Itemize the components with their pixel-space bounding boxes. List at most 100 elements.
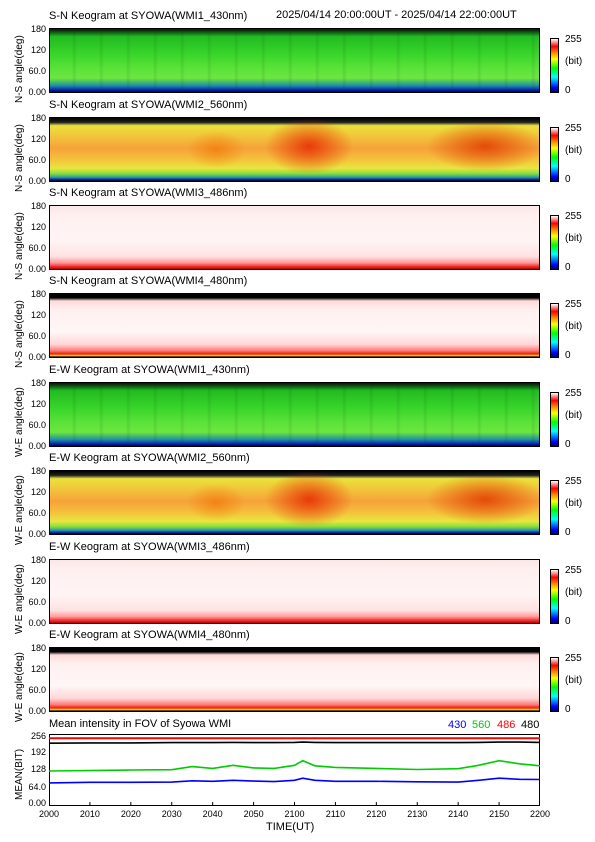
keogram-ytick: 0.00	[28, 176, 46, 186]
colorbar-unit: (bit)	[565, 56, 583, 67]
keogram-ytick: 180	[30, 378, 46, 388]
colorbar-min: 0	[565, 262, 571, 273]
colorbar-max: 255	[565, 211, 582, 222]
keogram-ytick: 120	[30, 576, 46, 586]
keogram-image	[49, 559, 540, 624]
colorbar	[550, 303, 559, 358]
colorbar	[550, 480, 559, 535]
x-tick-label: 2010	[79, 809, 100, 819]
x-axis-title: TIME(UT)	[266, 821, 315, 833]
colorbar-min: 0	[565, 439, 571, 450]
colorbar-min: 0	[565, 616, 571, 627]
x-tick-label: 2150	[489, 809, 510, 819]
colorbar-max: 255	[565, 476, 582, 487]
keogram-ytick: 0.00	[28, 529, 46, 539]
colorbar-unit: (bit)	[565, 145, 583, 156]
keogram-image	[49, 28, 540, 93]
x-tick-label: 2020	[120, 809, 141, 819]
colorbar	[550, 215, 559, 270]
colorbar-max: 255	[565, 299, 582, 310]
keogram-image	[49, 647, 540, 712]
colorbar	[550, 657, 559, 712]
keogram-ytick: 120	[30, 45, 46, 55]
keogram-image	[49, 382, 540, 447]
colorbar-max: 255	[565, 123, 582, 134]
legend-430: 430	[448, 719, 467, 731]
x-tick-label: 2050	[243, 809, 264, 819]
colorbar-min: 0	[565, 174, 571, 185]
keogram-ytick: 60.0	[28, 155, 46, 165]
x-tick-label: 2200	[529, 809, 551, 819]
keogram-title: S-N Keogram at SYOWA(WMI3_486nm)	[49, 187, 248, 199]
mean-ytick: 0.00	[28, 798, 46, 808]
colorbar-unit: (bit)	[565, 233, 583, 244]
mean-ytick: 192	[30, 747, 46, 757]
x-tick-label: 2000	[38, 809, 60, 819]
legend-560: 560	[472, 719, 491, 731]
keogram-ytick: 180	[30, 201, 46, 211]
keogram-ytick: 120	[30, 664, 46, 674]
keogram-ytick: 120	[30, 399, 46, 409]
keogram-ytick: 0.00	[28, 618, 46, 628]
colorbar-min: 0	[565, 85, 571, 96]
keogram-title: S-N Keogram at SYOWA(WMI4_480nm)	[49, 275, 248, 287]
keogram-title: E-W Keogram at SYOWA(WMI4_480nm)	[49, 629, 250, 641]
keogram-title: S-N Keogram at SYOWA(WMI2_560nm)	[49, 99, 248, 111]
mean-ytick: 256	[30, 731, 46, 741]
colorbar-unit: (bit)	[565, 321, 583, 332]
mean-panel-title: Mean intensity in FOV of Syowa WMI	[49, 718, 232, 730]
keogram-title: E-W Keogram at SYOWA(WMI1_430nm)	[49, 364, 250, 376]
keogram-ytick: 60.0	[28, 331, 46, 341]
series-line-430	[49, 777, 540, 784]
colorbar	[550, 127, 559, 182]
x-tick-label: 2130	[407, 809, 428, 819]
keogram-ytick: 180	[30, 24, 46, 34]
keogram-ytick: 180	[30, 289, 46, 299]
keogram-ytick: 180	[30, 555, 46, 565]
x-tick-label: 2110	[325, 809, 346, 819]
legend-480: 480	[521, 719, 540, 731]
x-tick-label: 2140	[448, 809, 469, 819]
series-line-560	[49, 759, 540, 772]
keogram-ytick: 180	[30, 113, 46, 123]
keogram-ytick: 60.0	[28, 508, 46, 518]
mean-ytick: 128	[30, 764, 46, 774]
mean-ytick: 64.0	[28, 782, 46, 792]
keogram-title: S-N Keogram at SYOWA(WMI1_430nm)	[49, 10, 248, 22]
keogram-ytick: 60.0	[28, 420, 46, 430]
keogram-ytick: 60.0	[28, 597, 46, 607]
time-range-label: 2025/04/14 20:00:00UT - 2025/04/14 22:00…	[276, 9, 517, 21]
colorbar-min: 0	[565, 350, 571, 361]
colorbar-min: 0	[565, 704, 571, 715]
keogram-image	[49, 470, 540, 535]
colorbar-max: 255	[565, 653, 582, 664]
keogram-ytick: 120	[30, 487, 46, 497]
colorbar-unit: (bit)	[565, 410, 583, 421]
mean-intensity-chart	[49, 734, 540, 806]
colorbar	[550, 569, 559, 624]
keogram-title: E-W Keogram at SYOWA(WMI3_486nm)	[49, 541, 250, 553]
keogram-ytick: 0.00	[28, 706, 46, 716]
x-tick-label: 2120	[366, 809, 387, 819]
colorbar-min: 0	[565, 527, 571, 538]
keogram-ytick: 60.0	[28, 66, 46, 76]
keogram-ytick: 120	[30, 134, 46, 144]
keogram-ytick: 0.00	[28, 264, 46, 274]
keogram-ytick: 60.0	[28, 685, 46, 695]
legend-486: 486	[497, 719, 516, 731]
keogram-ytick: 0.00	[28, 441, 46, 451]
keogram-image	[49, 293, 540, 358]
colorbar-unit: (bit)	[565, 498, 583, 509]
keogram-ytick: 180	[30, 466, 46, 476]
colorbar-unit: (bit)	[565, 675, 583, 686]
x-tick-label: 2030	[161, 809, 182, 819]
keogram-ytick: 0.00	[28, 352, 46, 362]
x-tick-label: 2040	[202, 809, 223, 819]
x-tick-label: 2100	[284, 809, 305, 819]
keogram-ytick: 120	[30, 222, 46, 232]
keogram-ytick: 60.0	[28, 243, 46, 253]
keogram-image	[49, 117, 540, 182]
colorbar-max: 255	[565, 34, 582, 45]
keogram-ytick: 120	[30, 310, 46, 320]
colorbar-unit: (bit)	[565, 587, 583, 598]
